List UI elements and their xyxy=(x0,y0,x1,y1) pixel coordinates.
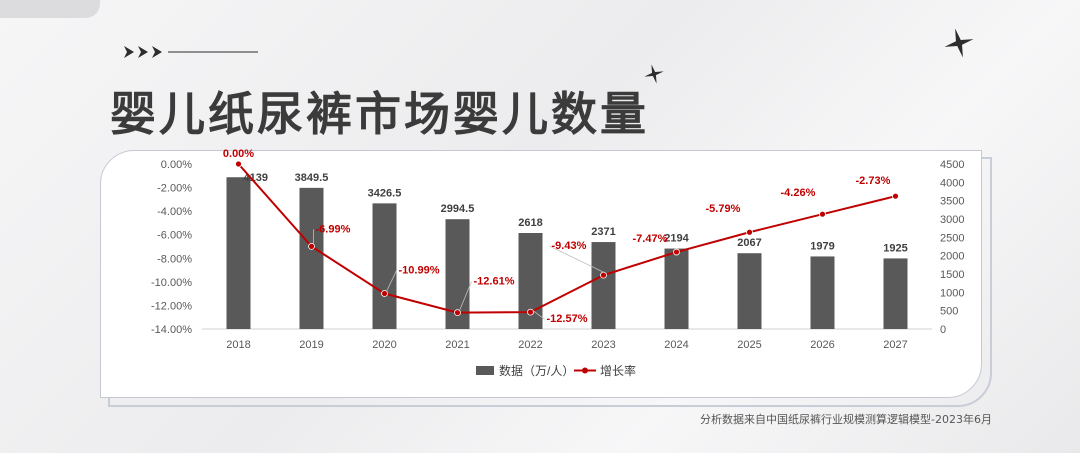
right-axis-tick-label: 2000 xyxy=(940,251,964,263)
growth-rate-point xyxy=(381,290,388,297)
left-axis-tick-label: -14.00% xyxy=(151,324,192,336)
growth-rate-label: -12.61% xyxy=(474,276,515,288)
bar-value-label: 3426.5 xyxy=(368,187,402,199)
legend-bar-label: 数据（万/人） xyxy=(499,363,574,378)
growth-rate-point xyxy=(235,160,242,168)
growth-rate-label: -2.73% xyxy=(856,175,891,187)
legend-bar-swatch xyxy=(476,366,494,375)
growth-rate-point xyxy=(527,308,534,316)
growth-rate-point xyxy=(819,210,826,218)
growth-rate-label: -10.99% xyxy=(399,265,440,277)
bar xyxy=(591,242,616,329)
bar-value-label: 2618 xyxy=(518,217,542,229)
bar xyxy=(737,253,762,329)
leader-line xyxy=(532,309,545,320)
left-axis-tick-label: -12.00% xyxy=(151,300,192,312)
bar-value-label: 1979 xyxy=(810,240,834,252)
x-axis-tick-label: 2024 xyxy=(664,339,688,351)
growth-rate-point xyxy=(892,192,899,200)
x-axis-tick-label: 2019 xyxy=(299,339,323,351)
left-axis-tick-label: -4.00% xyxy=(157,206,192,218)
left-axis-tick-label: -6.00% xyxy=(157,230,192,242)
bar-value-label: 2194 xyxy=(664,233,689,245)
x-axis-tick-label: 2026 xyxy=(810,339,834,351)
x-axis-tick-label: 2025 xyxy=(737,339,761,351)
bar xyxy=(226,177,251,329)
star-icon xyxy=(944,28,974,58)
left-axis-tick-label: -2.00% xyxy=(157,183,192,195)
legend-line-marker xyxy=(582,367,588,374)
legend-line-label: 增长率 xyxy=(600,363,636,378)
arrows-decoration-icon xyxy=(124,46,258,58)
growth-rate-point xyxy=(746,228,753,236)
bar-value-label: 2371 xyxy=(591,226,615,238)
growth-rate-label: -9.43% xyxy=(552,240,587,252)
growth-rate-label: -4.26% xyxy=(781,187,816,199)
growth-rate-point xyxy=(308,242,315,250)
growth-rate-point xyxy=(600,271,607,279)
growth-rate-point xyxy=(673,248,680,256)
right-axis-tick-label: 4500 xyxy=(940,159,964,171)
right-axis-tick-label: 4000 xyxy=(940,177,964,189)
x-axis-tick-label: 2027 xyxy=(883,339,907,351)
bar xyxy=(372,203,397,329)
growth-rate-label: 0.00% xyxy=(223,148,254,160)
bar-value-label: 1925 xyxy=(883,242,907,254)
growth-rate-point xyxy=(454,309,461,317)
bar xyxy=(810,256,835,329)
left-axis-tick-label: -8.00% xyxy=(157,253,192,265)
right-axis-tick-label: 1500 xyxy=(940,269,964,281)
right-axis-tick-label: 2500 xyxy=(940,232,964,244)
right-axis-tick-label: 3000 xyxy=(940,214,964,226)
bar-value-label: 2067 xyxy=(737,237,761,249)
bar xyxy=(664,248,689,329)
bar-value-label: 3849.5 xyxy=(295,172,329,184)
x-axis-tick-label: 2020 xyxy=(372,339,396,351)
right-axis-tick-label: 1000 xyxy=(940,287,964,299)
x-axis-tick-label: 2022 xyxy=(518,339,542,351)
right-axis-tick-label: 0 xyxy=(940,324,946,336)
bar xyxy=(299,187,324,329)
page-title: 婴儿纸尿裤市场婴儿数量 xyxy=(110,87,649,141)
x-axis-tick-label: 2021 xyxy=(445,339,469,351)
growth-rate-line xyxy=(237,163,896,314)
leader-line xyxy=(386,270,397,292)
left-axis-tick-label: 0.00% xyxy=(161,159,192,171)
source-note: 分析数据来自中国纸尿裤行业规模测算逻辑模型-2023年6月 xyxy=(700,413,992,426)
left-axis-tick-label: -10.00% xyxy=(151,277,192,289)
star-icon xyxy=(644,64,664,84)
growth-rate-label: -5.79% xyxy=(706,203,741,215)
right-axis-tick-label: 500 xyxy=(940,306,958,318)
leader-line xyxy=(459,281,472,311)
corner-tab xyxy=(0,0,100,18)
leader-line xyxy=(549,245,606,274)
x-axis-tick-label: 2018 xyxy=(226,339,250,351)
bar-value-label: 2994.5 xyxy=(441,203,475,215)
x-axis-tick-label: 2023 xyxy=(591,339,615,351)
growth-rate-label: -12.57% xyxy=(547,313,588,325)
growth-rate-label: -6.99% xyxy=(316,223,351,235)
right-axis-tick-label: 3500 xyxy=(940,196,964,208)
growth-rate-label: -7.47% xyxy=(633,233,668,245)
bar xyxy=(883,258,908,329)
